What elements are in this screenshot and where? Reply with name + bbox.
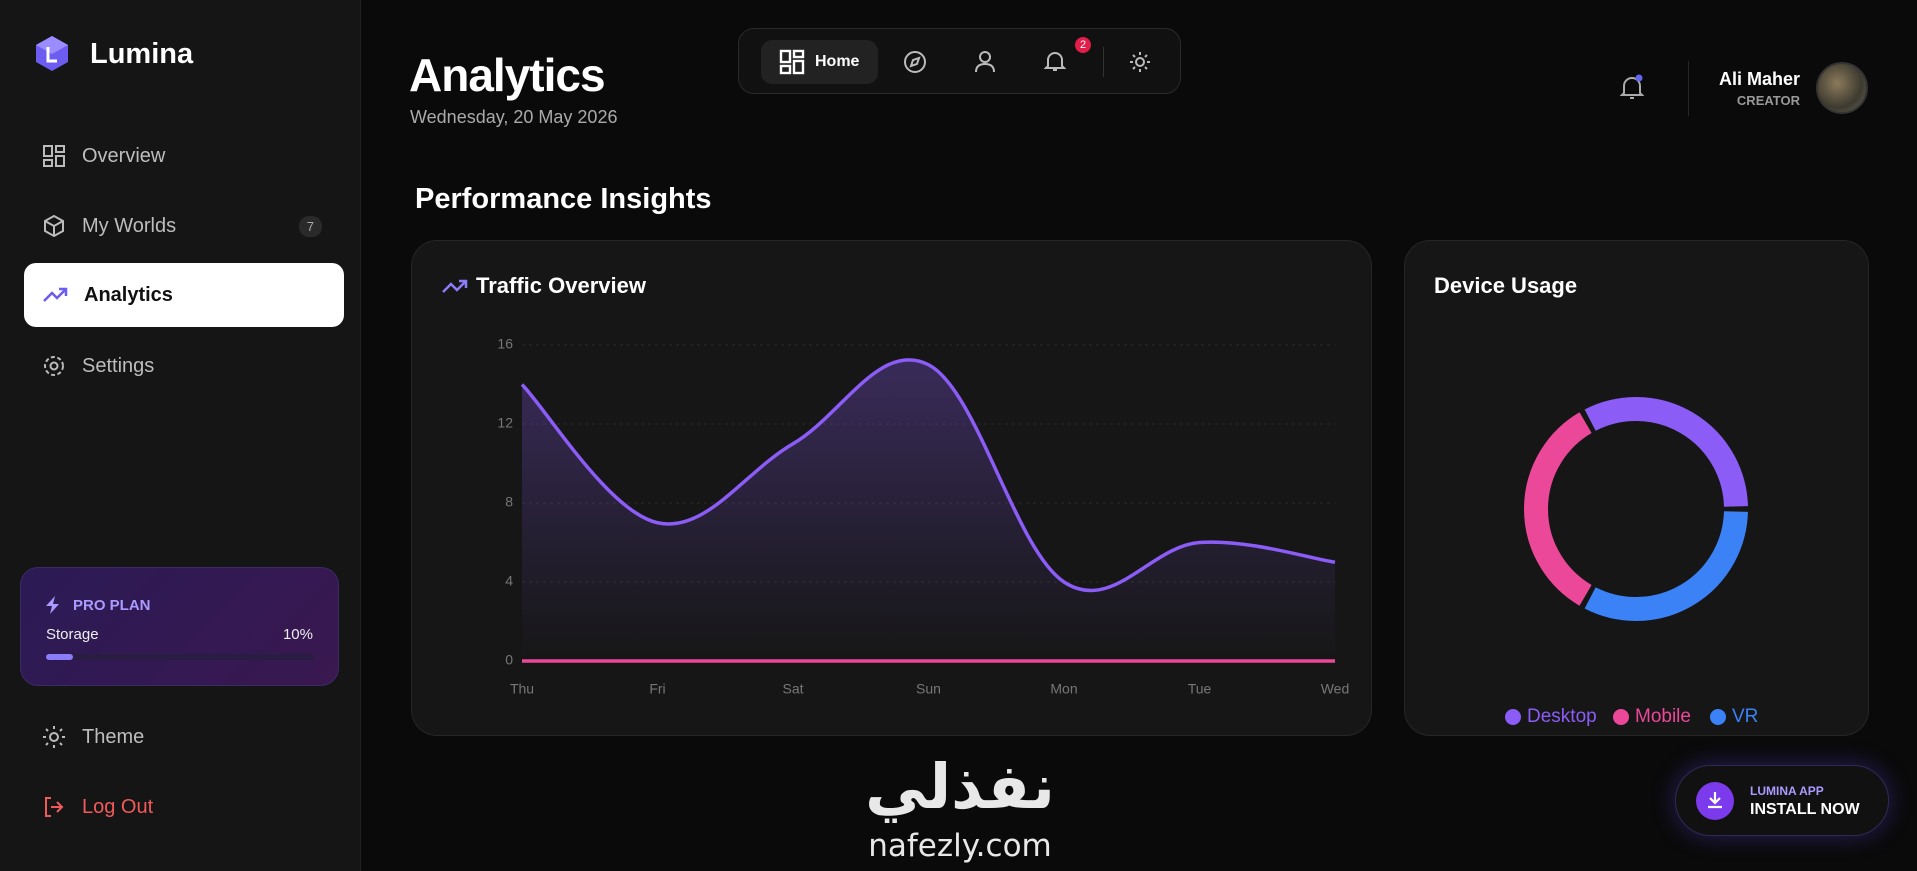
area bbox=[522, 359, 1335, 661]
divider bbox=[1103, 47, 1104, 77]
divider bbox=[1688, 61, 1689, 116]
user-name: Ali Maher bbox=[1718, 69, 1800, 89]
x-tick-label: Thu bbox=[510, 681, 534, 697]
nav-analytics[interactable]: Analytics bbox=[24, 263, 344, 327]
storage-label: Storage bbox=[46, 626, 99, 643]
donut-segment bbox=[1524, 412, 1592, 606]
y-tick-label: 16 bbox=[497, 336, 513, 352]
header-bell[interactable] bbox=[1619, 74, 1645, 102]
logout[interactable]: Log Out bbox=[24, 775, 344, 839]
watermark-arabic: نفذلي bbox=[865, 750, 1055, 823]
theme-icon[interactable] bbox=[1128, 50, 1152, 74]
x-tick-label: Sat bbox=[782, 681, 803, 697]
legend-label: Desktop bbox=[1527, 706, 1597, 727]
icon bbox=[44, 356, 64, 376]
nav-worlds[interactable]: My Worlds 7 bbox=[24, 194, 344, 258]
x-tick-label: Tue bbox=[1188, 681, 1212, 697]
profile-icon[interactable] bbox=[973, 49, 997, 73]
legend-swatch bbox=[1710, 709, 1726, 725]
install-eyebrow: LUMINA APP bbox=[1750, 784, 1824, 798]
page-date: Wednesday, 20 May 2026 bbox=[410, 107, 618, 127]
theme-toggle[interactable]: Theme bbox=[24, 705, 344, 769]
x-tick-label: Mon bbox=[1050, 681, 1077, 697]
donut-segment bbox=[1584, 397, 1748, 507]
nav-label: Analytics bbox=[84, 283, 173, 306]
explore-icon[interactable] bbox=[903, 50, 927, 74]
avatar[interactable] bbox=[1816, 62, 1868, 114]
badge: 7 bbox=[298, 215, 322, 237]
legend-swatch bbox=[1613, 709, 1629, 725]
y-tick-label: 8 bbox=[505, 494, 513, 510]
icon bbox=[43, 726, 65, 748]
logo-icon bbox=[36, 36, 68, 71]
plan-card: PRO PLAN Storage 10% bbox=[20, 567, 339, 686]
storage-track bbox=[46, 654, 314, 660]
install-icon bbox=[1696, 782, 1734, 820]
x-tick-label: Wed bbox=[1321, 681, 1350, 697]
trend-icon bbox=[442, 279, 468, 293]
legend-swatch bbox=[1505, 709, 1521, 725]
sidebar: Lumina Overview My Worlds 7 Analytics Set… bbox=[0, 0, 361, 871]
notification-badge: 2 bbox=[1075, 37, 1091, 53]
home-label: Home bbox=[815, 53, 860, 70]
nav-settings[interactable]: Settings bbox=[24, 334, 344, 398]
icon bbox=[45, 797, 64, 817]
plan-title: PRO PLAN bbox=[73, 597, 151, 614]
top-nav: Home 2 bbox=[738, 28, 1181, 94]
nav-label: Theme bbox=[82, 725, 145, 748]
icon bbox=[44, 214, 64, 238]
legend-label: VR bbox=[1732, 706, 1758, 727]
bell-icon[interactable] bbox=[1043, 49, 1067, 73]
icon bbox=[43, 145, 65, 167]
x-tick-label: Fri bbox=[649, 681, 665, 697]
x-tick-label: Sun bbox=[916, 681, 941, 697]
y-tick-label: 12 bbox=[497, 415, 513, 431]
y-tick-label: 4 bbox=[505, 573, 513, 589]
nav-label: Log Out bbox=[82, 795, 154, 818]
nav-label: Settings bbox=[82, 354, 155, 377]
install-label: INSTALL NOW bbox=[1750, 801, 1860, 818]
storage-bar bbox=[46, 654, 73, 660]
page-title: Analytics bbox=[409, 49, 606, 101]
section-title: Performance Insights bbox=[415, 183, 712, 215]
user-role: CREATOR bbox=[1736, 93, 1800, 108]
download-icon bbox=[1708, 792, 1722, 809]
storage-value: 10% bbox=[282, 626, 313, 643]
legend-label: Mobile bbox=[1635, 706, 1691, 727]
line bbox=[520, 358, 1336, 593]
home-tab[interactable]: Home bbox=[761, 40, 878, 84]
donut-segment bbox=[1584, 511, 1748, 621]
nav-label: My Worlds bbox=[82, 214, 177, 237]
install-button[interactable]: LUMINA APP INSTALL NOW bbox=[1675, 765, 1889, 836]
bolt-icon bbox=[46, 596, 59, 614]
device-card bbox=[1404, 240, 1869, 736]
icon bbox=[779, 49, 805, 75]
chart-title: Traffic Overview bbox=[476, 273, 647, 298]
nav-label: Overview bbox=[82, 144, 166, 167]
brand: Lumina bbox=[90, 38, 194, 70]
watermark-latin: nafezly.com bbox=[868, 828, 1052, 864]
nav-overview[interactable]: Overview bbox=[24, 124, 344, 188]
y-tick-label: 0 bbox=[505, 652, 513, 668]
chart-title: Device Usage bbox=[1434, 273, 1577, 298]
icon bbox=[43, 287, 68, 302]
